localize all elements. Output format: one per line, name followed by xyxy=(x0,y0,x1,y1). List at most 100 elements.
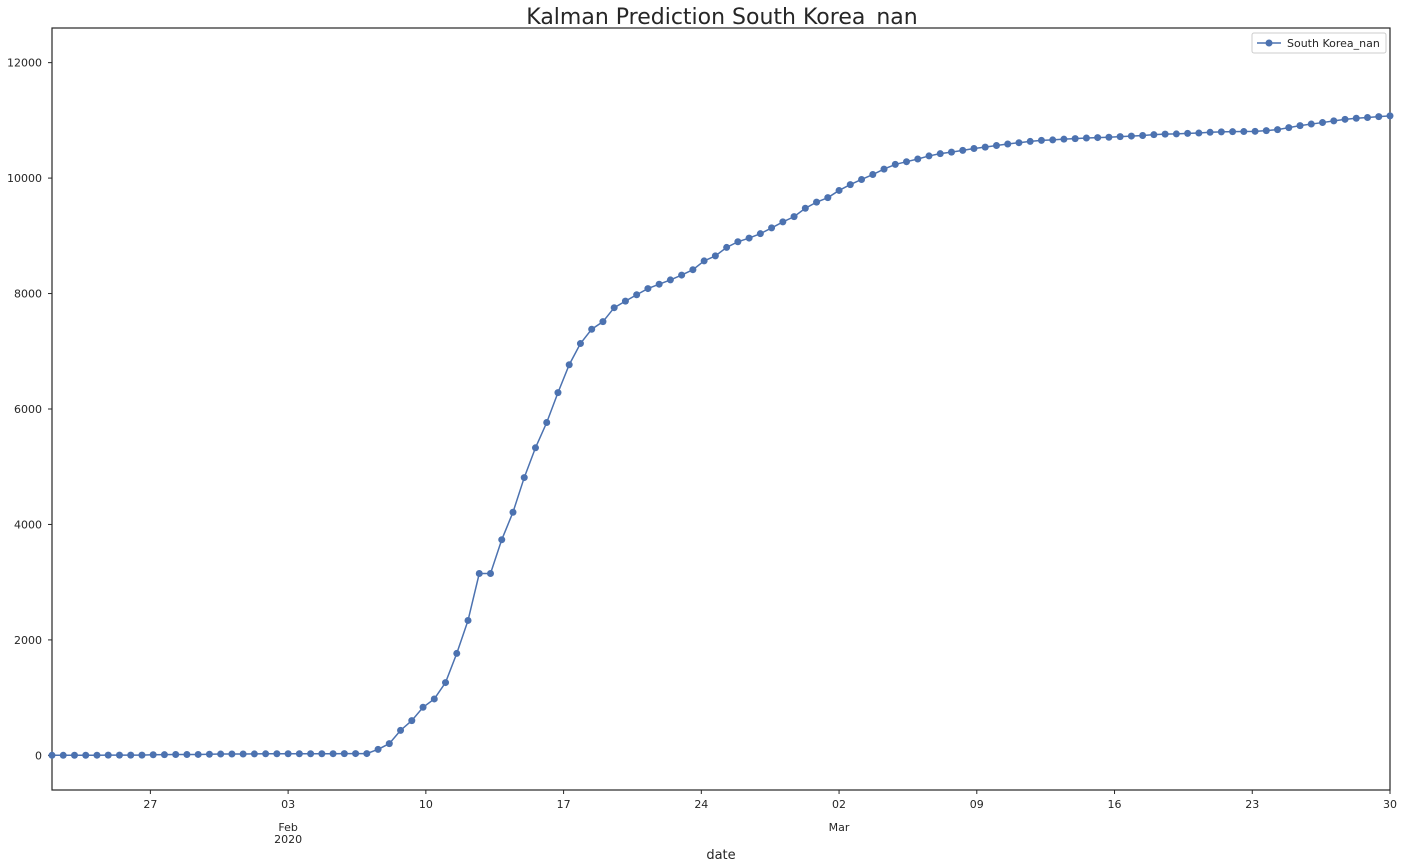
x-tick-month-label: Feb xyxy=(278,821,297,834)
data-point xyxy=(1352,114,1360,122)
data-point xyxy=(307,750,315,758)
x-tick-year-label: 2020 xyxy=(274,833,302,846)
data-point xyxy=(138,751,146,759)
data-point xyxy=(858,175,866,183)
legend-box xyxy=(1251,32,1387,54)
data-point xyxy=(936,150,944,158)
data-point xyxy=(689,266,697,274)
data-point xyxy=(1150,131,1158,139)
data-point xyxy=(194,750,202,758)
data-point xyxy=(1217,128,1225,136)
x-tick-label: 10 xyxy=(419,798,433,811)
data-point xyxy=(745,234,753,242)
data-point xyxy=(239,750,247,758)
data-point xyxy=(1116,133,1124,141)
data-point xyxy=(1127,132,1135,140)
data-point xyxy=(1386,112,1394,120)
data-point xyxy=(228,750,236,758)
data-point xyxy=(250,750,258,758)
y-tick-label: 8000 xyxy=(14,288,42,301)
data-point xyxy=(543,419,551,427)
data-point xyxy=(1161,130,1169,138)
data-point xyxy=(790,213,798,221)
x-tick-label: 17 xyxy=(557,798,571,811)
data-point xyxy=(576,340,584,348)
data-point xyxy=(385,740,393,748)
data-point xyxy=(880,165,888,173)
data-point xyxy=(1184,129,1192,137)
data-point xyxy=(475,570,483,578)
data-point xyxy=(1004,140,1012,148)
x-tick-month-label: Mar xyxy=(829,821,850,834)
data-point xyxy=(1139,131,1147,139)
data-point xyxy=(1262,127,1270,135)
data-point xyxy=(217,750,225,758)
data-point xyxy=(1307,120,1315,128)
data-point xyxy=(813,198,821,206)
data-point xyxy=(588,325,596,333)
data-point xyxy=(666,276,674,284)
data-point xyxy=(318,750,326,758)
data-point xyxy=(363,750,371,758)
data-point xyxy=(1251,127,1259,135)
data-point xyxy=(340,750,348,758)
x-tick-label: 02 xyxy=(832,798,846,811)
data-point xyxy=(1375,113,1383,121)
data-point xyxy=(554,389,562,397)
x-tick-label: 09 xyxy=(970,798,984,811)
legend-marker xyxy=(1265,39,1273,47)
data-point xyxy=(1240,128,1248,136)
data-point xyxy=(1274,126,1282,134)
data-point xyxy=(1319,119,1327,127)
data-point xyxy=(70,751,78,759)
data-point xyxy=(801,204,809,212)
data-point xyxy=(430,695,438,703)
data-point xyxy=(824,194,832,202)
data-point xyxy=(891,160,899,168)
x-tick-label: 30 xyxy=(1383,798,1397,811)
y-axis: 0 2000 4000 6000 8000 10000 12000 xyxy=(7,57,52,762)
data-point xyxy=(464,616,472,624)
x-tick-label: 27 xyxy=(143,798,157,811)
data-point xyxy=(172,751,180,758)
data-point xyxy=(610,304,618,312)
data-point xyxy=(262,750,270,758)
data-point xyxy=(756,230,764,238)
data-point xyxy=(1364,113,1372,121)
data-point xyxy=(1229,128,1237,136)
data-point xyxy=(948,148,955,156)
data-point xyxy=(599,318,607,326)
data-point xyxy=(48,751,56,759)
data-point xyxy=(127,751,135,759)
y-tick-label: 12000 xyxy=(7,57,42,70)
data-point xyxy=(959,146,967,154)
x-axis-label: date xyxy=(706,848,735,863)
data-point xyxy=(846,181,854,189)
data-point xyxy=(1094,134,1102,142)
data-point xyxy=(768,224,776,232)
data-point xyxy=(59,751,67,759)
series-layer xyxy=(48,112,1394,759)
y-tick-label: 6000 xyxy=(14,403,42,416)
data-point xyxy=(160,751,168,759)
data-point xyxy=(1285,124,1293,132)
data-point xyxy=(273,750,281,758)
x-tick-label: 03 xyxy=(281,798,295,811)
data-point xyxy=(1060,135,1068,143)
data-point xyxy=(779,218,787,226)
plot-area xyxy=(51,27,1391,791)
data-point xyxy=(1195,129,1203,137)
data-point xyxy=(565,361,573,369)
data-point xyxy=(869,171,877,179)
data-point xyxy=(115,751,123,759)
data-point xyxy=(498,536,506,544)
data-point xyxy=(992,142,1000,150)
data-point xyxy=(655,280,663,288)
data-point xyxy=(925,152,933,160)
data-point xyxy=(981,143,989,151)
y-tick-label: 4000 xyxy=(14,518,42,531)
data-point xyxy=(408,717,416,725)
data-point xyxy=(914,155,922,163)
data-point xyxy=(700,257,708,265)
